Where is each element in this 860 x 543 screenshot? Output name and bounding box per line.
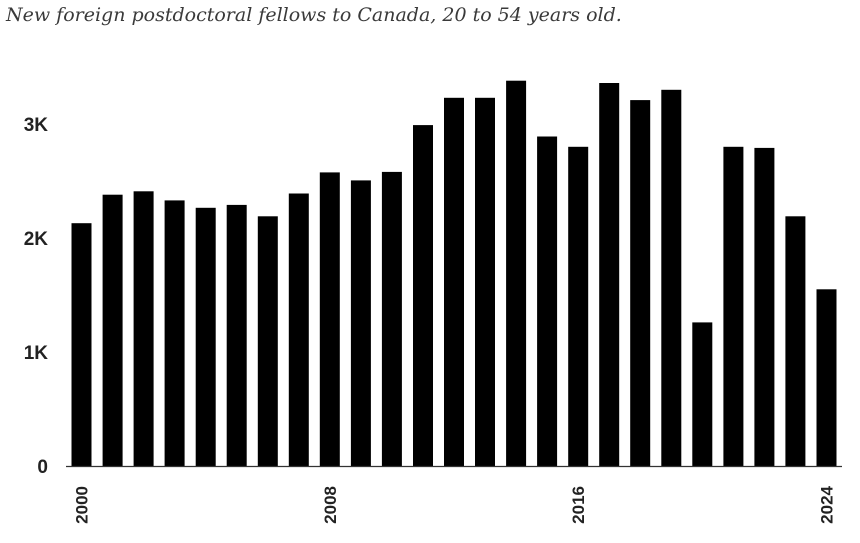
y-tick-label: 1K [24,343,49,364]
bars-group [71,80,837,467]
bar-2024 [816,289,837,466]
bar-2017 [599,83,620,466]
bar-2006 [257,216,278,466]
bar-2001 [102,194,123,466]
x-tick-label: 2016 [569,486,588,524]
bar-2018 [630,100,651,466]
bar-2020 [692,322,713,466]
y-axis-ticks: 0 1K 2K 3K [24,115,49,478]
x-axis-ticks: 2000 2008 2016 2024 [73,485,837,523]
chart-title: New foreign postdoctoral fellows to Cana… [6,4,622,26]
bar-2000 [71,223,92,466]
bar-2004 [195,207,216,467]
bar-2010 [381,171,402,466]
x-tick-label: 2008 [321,486,340,524]
bar-2008 [319,172,340,466]
bar-2015 [537,136,558,466]
bar-2007 [288,193,309,466]
x-tick-label: 2000 [73,486,92,524]
y-tick-label: 0 [37,457,48,478]
bar-2003 [164,200,185,466]
y-tick-label: 2K [24,229,49,250]
bar-2002 [133,191,154,467]
bar-2005 [226,204,247,466]
bar-2016 [568,146,589,467]
x-tick-label: 2024 [818,485,837,523]
bar-2019 [661,89,682,467]
y-tick-label: 3K [24,115,49,136]
bar-2009 [350,180,371,466]
bar-2022 [754,147,775,466]
bar-2014 [506,80,527,466]
bar-2021 [723,146,744,467]
bar-2013 [475,97,495,467]
bar-2012 [444,97,464,467]
bar-2023 [785,216,806,466]
bar-2011 [413,125,433,466]
